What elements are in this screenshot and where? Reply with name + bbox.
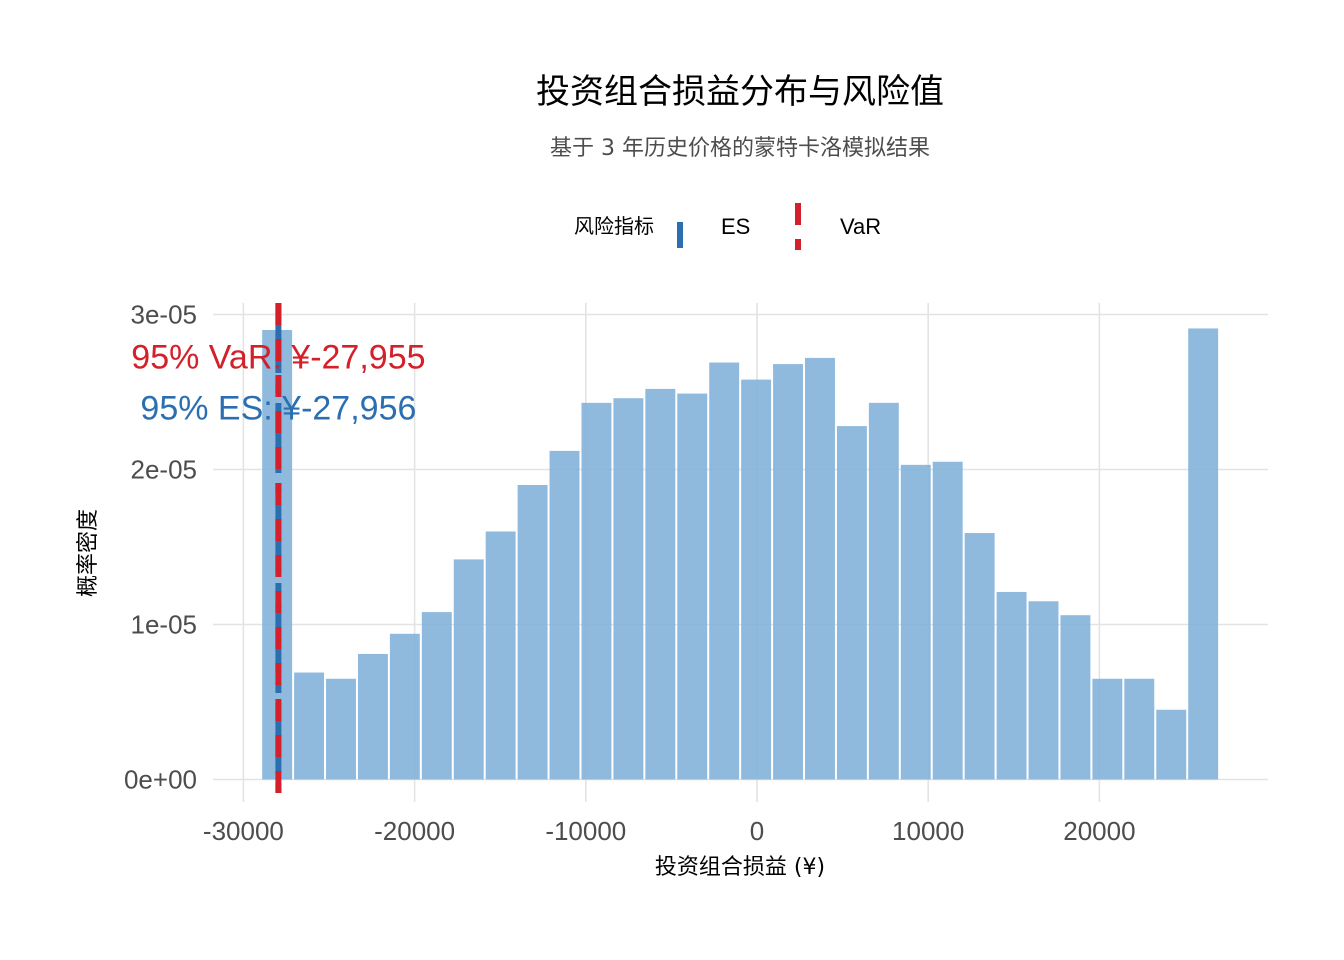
histogram-bar (357, 653, 388, 780)
legend-es-label: ES (721, 214, 750, 239)
histogram-bar (996, 591, 1027, 780)
y-axis-ticks: 0e+00 1e-05 2e-05 3e-05 (124, 300, 197, 795)
x-tick-label: 0 (750, 816, 764, 846)
x-tick-label: -20000 (374, 816, 455, 846)
chart-subtitle: 基于 3 年历史价格的蒙特卡洛模拟结果 (550, 136, 930, 161)
histogram-bar (1156, 709, 1187, 780)
x-axis-ticks: -30000 -20000 -10000 0 10000 20000 (203, 816, 1136, 846)
histogram-bar (964, 533, 995, 780)
histogram-bar (389, 633, 420, 780)
histogram-bar (836, 426, 867, 780)
x-tick-label: -30000 (203, 816, 284, 846)
legend-var-label: VaR (840, 214, 881, 239)
histogram-bar (932, 461, 963, 780)
histogram-bar (709, 362, 740, 780)
histogram-bar (741, 379, 772, 780)
histogram-bar (677, 393, 708, 780)
histogram-bar (326, 678, 356, 780)
histogram-bar (868, 402, 899, 780)
histogram-bar (805, 357, 835, 780)
histogram-bar (773, 364, 804, 780)
var-annotation: 95% VaR: ¥-27,955 (131, 338, 425, 376)
histogram-bar (1092, 678, 1123, 780)
histogram-bar (900, 464, 931, 780)
legend: 风险指标 ES VaR (574, 203, 881, 250)
x-axis-title: 投资组合损益 (¥) (655, 855, 825, 880)
chart-title: 投资组合损益分布与风险值 (536, 72, 944, 112)
es-annotation: 95% ES: ¥-27,956 (140, 390, 416, 428)
histogram-bar (1028, 601, 1059, 780)
histogram-bar (485, 531, 516, 780)
histogram-bar (645, 388, 676, 780)
x-tick-label: 20000 (1063, 816, 1135, 846)
y-tick-label: 1e-05 (131, 610, 198, 640)
y-axis-title: 概率密度 (76, 509, 101, 597)
annotations: 95% VaR: ¥-27,955 95% ES: ¥-27,956 (131, 338, 425, 427)
histogram-bar (421, 612, 452, 780)
y-tick-label: 0e+00 (124, 765, 197, 795)
histogram-bar (581, 402, 612, 780)
histogram-bar (1124, 678, 1155, 780)
histogram-bar (517, 485, 548, 780)
histogram-bar (453, 559, 484, 780)
histogram-bar (549, 450, 580, 780)
y-tick-label: 3e-05 (131, 300, 198, 330)
x-tick-label: 10000 (892, 816, 964, 846)
histogram-bar (294, 672, 325, 780)
histogram-bar (613, 398, 644, 780)
y-tick-label: 2e-05 (131, 455, 198, 485)
legend-title: 风险指标 (574, 214, 654, 238)
histogram-bar (1188, 328, 1219, 780)
histogram-bar (1060, 615, 1091, 780)
histogram-bars (262, 328, 1219, 780)
x-tick-label: -10000 (545, 816, 626, 846)
